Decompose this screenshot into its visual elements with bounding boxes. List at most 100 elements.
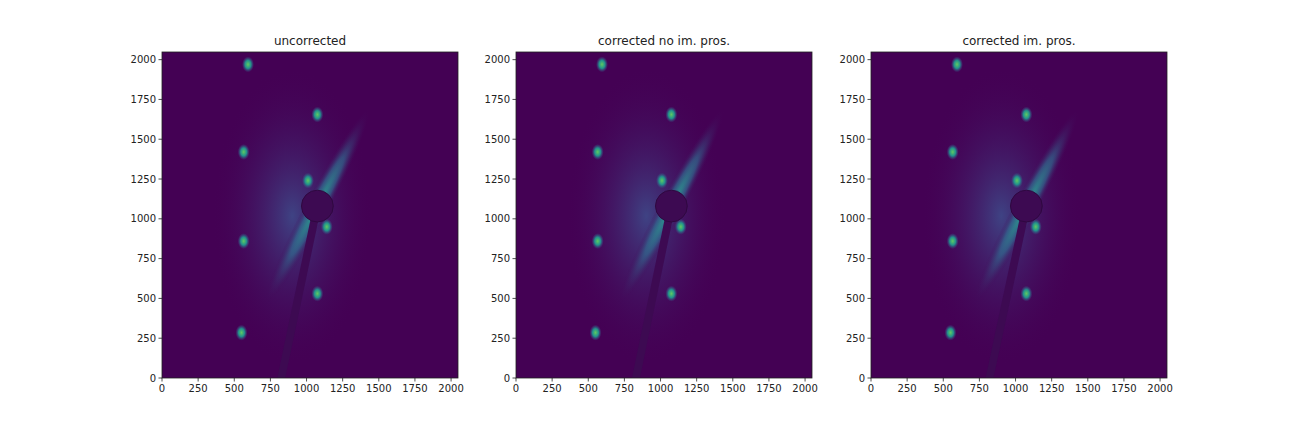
- x-tick-label: 2000: [438, 383, 463, 394]
- y-tick: [159, 338, 163, 339]
- spot: [235, 325, 247, 341]
- y-tick: [868, 218, 872, 219]
- y-tick: [868, 298, 872, 299]
- y-tick-label: 0: [859, 373, 865, 384]
- y-tick: [868, 338, 872, 339]
- image-background: [162, 52, 458, 378]
- streak: [255, 103, 379, 309]
- y-tick: [513, 258, 517, 259]
- y-tick-label: 250: [491, 333, 510, 344]
- y-tick: [868, 179, 872, 180]
- frame: [871, 52, 1167, 378]
- y-tick: [513, 99, 517, 100]
- x-tick-label: 1250: [684, 383, 709, 394]
- y-tick-label: 750: [137, 253, 156, 264]
- y-tick: [159, 298, 163, 299]
- x-tick: [943, 378, 944, 382]
- title: uncorrected: [274, 34, 346, 48]
- frame: [516, 52, 812, 378]
- spot: [238, 144, 250, 160]
- y-tick-label: 1000: [840, 213, 865, 224]
- x-tick: [198, 378, 199, 382]
- y-tick-label: 2000: [131, 54, 156, 65]
- x-tick: [378, 378, 379, 382]
- y-tick-label: 0: [504, 373, 510, 384]
- x-tick-label: 1000: [294, 383, 319, 394]
- x-tick: [306, 378, 307, 382]
- x-tick: [1015, 378, 1016, 382]
- x-tick: [342, 378, 343, 382]
- x-tick-label: 1750: [1111, 383, 1136, 394]
- y-tick-label: 750: [491, 253, 510, 264]
- y-tick: [159, 99, 163, 100]
- title: corrected im. pros.: [962, 34, 1075, 48]
- x-tick-label: 250: [189, 383, 208, 394]
- x-tick: [516, 378, 517, 382]
- y-tick: [513, 139, 517, 140]
- y-tick-label: 1250: [131, 174, 156, 185]
- panel: 0250500750100012501500175020000250500750…: [485, 34, 818, 394]
- y-tick: [159, 139, 163, 140]
- spot: [1020, 107, 1032, 123]
- x-tick-label: 0: [868, 383, 874, 394]
- y-tick-label: 250: [846, 333, 865, 344]
- spot: [311, 107, 323, 123]
- x-tick: [732, 378, 733, 382]
- y-tick: [159, 179, 163, 180]
- y-tick: [513, 298, 517, 299]
- x-tick: [588, 378, 589, 382]
- streak: [609, 103, 733, 309]
- y-tick: [868, 378, 872, 379]
- y-tick: [513, 378, 517, 379]
- y-tick-label: 500: [491, 293, 510, 304]
- plot-area: [516, 52, 812, 378]
- y-tick: [513, 59, 517, 60]
- x-tick: [1123, 378, 1124, 382]
- figure: 0 250 500 750 1000 1250 1500 1750 2000 0 250 500 750…: [0, 0, 1296, 432]
- beamstop-rod: [632, 206, 675, 378]
- y-tick-label: 1750: [131, 94, 156, 105]
- x-tick: [1051, 378, 1052, 382]
- x-tick-label: 1750: [402, 383, 427, 394]
- y-tick-label: 1250: [485, 174, 510, 185]
- plot-area: [162, 52, 458, 378]
- x-tick: [1087, 378, 1088, 382]
- x-tick: [270, 378, 271, 382]
- y-tick-label: 1500: [485, 134, 510, 145]
- spot: [1020, 286, 1032, 302]
- x-tick-label: 1500: [1075, 383, 1100, 394]
- y-tick: [868, 258, 872, 259]
- y-tick: [513, 338, 517, 339]
- y-tick-label: 1000: [131, 213, 156, 224]
- x-tick: [162, 378, 163, 382]
- spot: [656, 173, 668, 189]
- x-tick: [552, 378, 553, 382]
- image-background: [871, 52, 1167, 378]
- spot: [302, 173, 314, 189]
- x-tick-label: 750: [261, 383, 280, 394]
- y-tick-label: 1750: [840, 94, 865, 105]
- panel: 0250500750100012501500175020000250500750…: [840, 34, 1173, 394]
- y-tick-label: 2000: [485, 54, 510, 65]
- y-tick: [159, 59, 163, 60]
- x-tick-label: 1750: [756, 383, 781, 394]
- y-tick: [513, 218, 517, 219]
- y-tick-label: 250: [137, 333, 156, 344]
- image-background: [516, 52, 812, 378]
- beamstop: [655, 190, 687, 222]
- panel: 0250500750100012501500175020000250500750…: [131, 34, 464, 394]
- x-tick: [624, 378, 625, 382]
- spot: [589, 325, 601, 341]
- x-tick: [696, 378, 697, 382]
- spot: [665, 107, 677, 123]
- spot: [947, 233, 959, 249]
- y-tick-label: 500: [846, 293, 865, 304]
- x-tick-label: 750: [970, 383, 989, 394]
- spot: [311, 286, 323, 302]
- beamstop-rod: [986, 206, 1031, 378]
- y-tick-label: 750: [846, 253, 865, 264]
- y-tick-label: 1500: [131, 134, 156, 145]
- x-tick-label: 1250: [1039, 383, 1064, 394]
- spot: [596, 56, 608, 72]
- y-tick-label: 0: [150, 373, 156, 384]
